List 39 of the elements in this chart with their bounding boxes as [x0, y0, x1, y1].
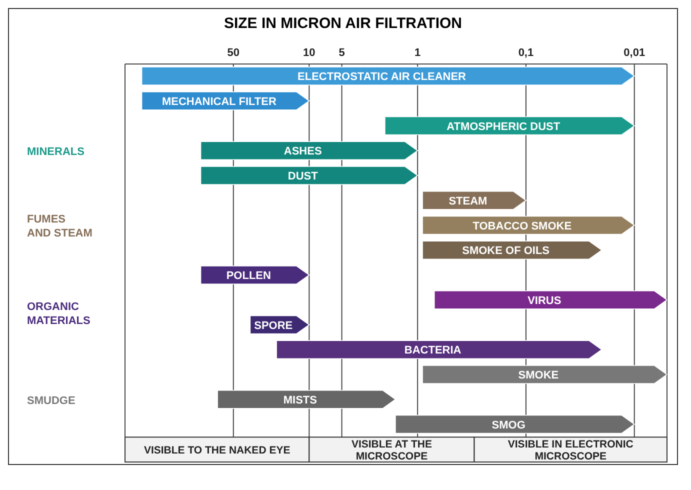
- y-tick-label: SMOKE OF OILS: [462, 245, 550, 258]
- y-tick-label: ASHES: [284, 146, 322, 158]
- bar: [276, 340, 602, 360]
- band-label: VISIBLE IN ELECTRONIC MICROSCOPE: [508, 438, 634, 463]
- band-label: VISIBLE AT THE MICROSCOPE: [351, 438, 432, 463]
- y-tick-label: ATMOSPHERIC DUST: [446, 120, 560, 133]
- bar: [200, 141, 418, 160]
- bar: [422, 190, 526, 210]
- x-tick-label: 0,01: [624, 47, 646, 59]
- bar: [434, 290, 667, 310]
- y-tick-label: TOBACCO SMOKE: [472, 220, 572, 232]
- chart-title: SIZE IN MICRON AIR FILTRATION: [222, 14, 464, 34]
- bar: [200, 166, 418, 185]
- bar: [217, 390, 396, 409]
- x-tick-label: 0,1: [518, 47, 534, 59]
- y-tick-label: SMOG: [492, 419, 526, 432]
- text: ORGANIC MATERIALS: [27, 300, 90, 327]
- text: FUMES AND STEAM: [27, 214, 92, 240]
- y-tick-label: DUST: [288, 170, 318, 182]
- y-tick-label: MECHANICAL FILTER: [162, 96, 276, 108]
- bar: [200, 266, 310, 284]
- y-tick-label: SPORE: [254, 320, 293, 332]
- x-tick-label: 5: [338, 47, 345, 59]
- text: MINERALS: [27, 146, 84, 158]
- bar: [395, 414, 635, 434]
- x-tick-label: 1: [414, 47, 421, 59]
- bar: [422, 365, 667, 384]
- y-tick-label: VIRUS: [528, 294, 562, 307]
- bar: [141, 66, 635, 86]
- y-tick-label: BACTERIA: [404, 344, 462, 357]
- x-tick-label: 10: [303, 47, 316, 59]
- y-tick-label: ELECTROSTATIC AIR CLEANER: [298, 71, 466, 83]
- y-tick-label: SMOKE: [518, 370, 559, 382]
- y-tick-label: MISTS: [283, 394, 318, 406]
- text: SMUDGE: [27, 394, 76, 407]
- y-tick-label: STEAM: [448, 195, 488, 208]
- band-label: VISIBLE TO THE NAKED EYE: [144, 444, 290, 457]
- y-tick-label: POLLEN: [226, 270, 272, 282]
- x-tick-label: 50: [227, 47, 240, 59]
